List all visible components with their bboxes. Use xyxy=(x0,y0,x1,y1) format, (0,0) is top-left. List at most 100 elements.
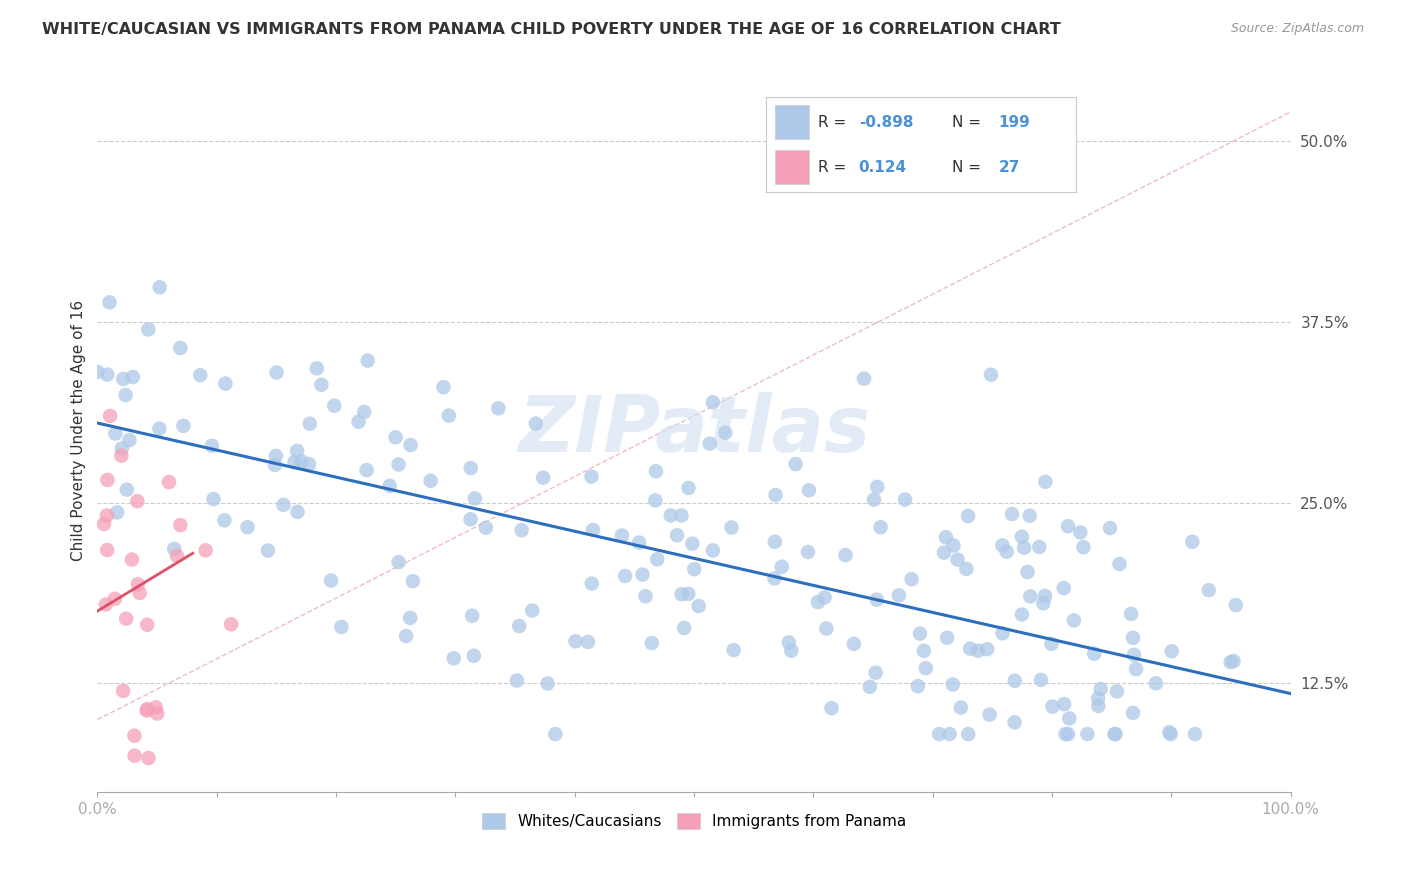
Point xyxy=(257,543,280,558)
Point xyxy=(863,492,886,507)
Point xyxy=(347,415,370,429)
Point xyxy=(432,380,454,394)
Point xyxy=(323,399,346,413)
Point xyxy=(356,463,378,477)
Point xyxy=(531,470,554,484)
Point xyxy=(1057,519,1080,533)
Point xyxy=(683,562,706,576)
Point xyxy=(564,634,586,648)
Point xyxy=(991,626,1014,640)
Point xyxy=(1144,676,1167,690)
Text: Source: ZipAtlas.com: Source: ZipAtlas.com xyxy=(1230,22,1364,36)
Point xyxy=(797,483,820,498)
Point xyxy=(634,589,657,603)
Point xyxy=(1087,698,1109,713)
Point xyxy=(1087,691,1109,706)
Legend: Whites/Caucasians, Immigrants from Panama: Whites/Caucasians, Immigrants from Panam… xyxy=(475,806,912,835)
Point xyxy=(1011,607,1033,622)
Point xyxy=(124,729,146,743)
Point xyxy=(1108,557,1130,571)
Point xyxy=(172,418,194,433)
Point xyxy=(136,617,159,632)
Point xyxy=(460,512,482,526)
Point xyxy=(814,591,837,605)
Point xyxy=(666,528,689,542)
Point xyxy=(932,545,955,559)
Point xyxy=(387,458,409,472)
Point xyxy=(461,608,484,623)
Point xyxy=(536,676,558,690)
Point xyxy=(1057,727,1080,741)
Point xyxy=(219,617,242,632)
Point xyxy=(1225,598,1247,612)
Point xyxy=(887,588,910,602)
Point xyxy=(305,361,328,376)
Point xyxy=(959,641,981,656)
Point xyxy=(631,567,654,582)
Point xyxy=(702,543,724,558)
Point xyxy=(388,555,411,569)
Point xyxy=(957,508,980,523)
Point xyxy=(820,701,842,715)
Point xyxy=(610,528,633,542)
Point xyxy=(128,586,150,600)
Point xyxy=(866,480,889,494)
Point xyxy=(311,377,333,392)
Point xyxy=(676,587,699,601)
Point xyxy=(464,491,486,506)
Point xyxy=(1011,530,1033,544)
Point xyxy=(991,538,1014,552)
Point xyxy=(1159,725,1181,739)
Point xyxy=(1069,525,1091,540)
Point xyxy=(266,366,288,380)
Point xyxy=(581,576,603,591)
Point xyxy=(98,409,121,423)
Point xyxy=(581,469,603,483)
Point xyxy=(1018,508,1040,523)
Point xyxy=(671,587,693,601)
Point xyxy=(146,706,169,721)
Point xyxy=(463,648,485,663)
Point xyxy=(1019,590,1042,604)
Point xyxy=(1057,711,1080,725)
Point xyxy=(104,426,127,441)
Point xyxy=(96,543,118,558)
Point xyxy=(1053,697,1076,711)
Point xyxy=(236,520,259,534)
Point xyxy=(908,626,931,640)
Point xyxy=(522,603,544,617)
Point xyxy=(645,464,668,478)
Point xyxy=(967,644,990,658)
Point xyxy=(93,516,115,531)
Point xyxy=(807,595,830,609)
Point xyxy=(865,665,887,680)
Point xyxy=(979,707,1001,722)
Point xyxy=(96,508,118,523)
Point xyxy=(1184,727,1206,741)
Point xyxy=(384,430,406,444)
Point xyxy=(402,574,425,588)
Point xyxy=(957,727,980,741)
Point xyxy=(135,704,157,718)
Point xyxy=(399,611,422,625)
Point xyxy=(169,518,191,533)
Point xyxy=(1219,655,1241,669)
Point xyxy=(112,372,135,386)
Point xyxy=(949,700,972,714)
Point xyxy=(995,545,1018,559)
Point xyxy=(1054,727,1077,741)
Point xyxy=(1001,507,1024,521)
Point xyxy=(112,684,135,698)
Point xyxy=(486,401,509,416)
Point xyxy=(124,748,146,763)
Point xyxy=(188,368,211,383)
Point xyxy=(894,492,917,507)
Point xyxy=(907,679,929,693)
Point xyxy=(399,438,422,452)
Point xyxy=(842,637,865,651)
Point xyxy=(763,571,786,585)
Point xyxy=(644,493,666,508)
Point xyxy=(127,577,149,591)
Point xyxy=(202,491,225,506)
Point xyxy=(475,521,498,535)
